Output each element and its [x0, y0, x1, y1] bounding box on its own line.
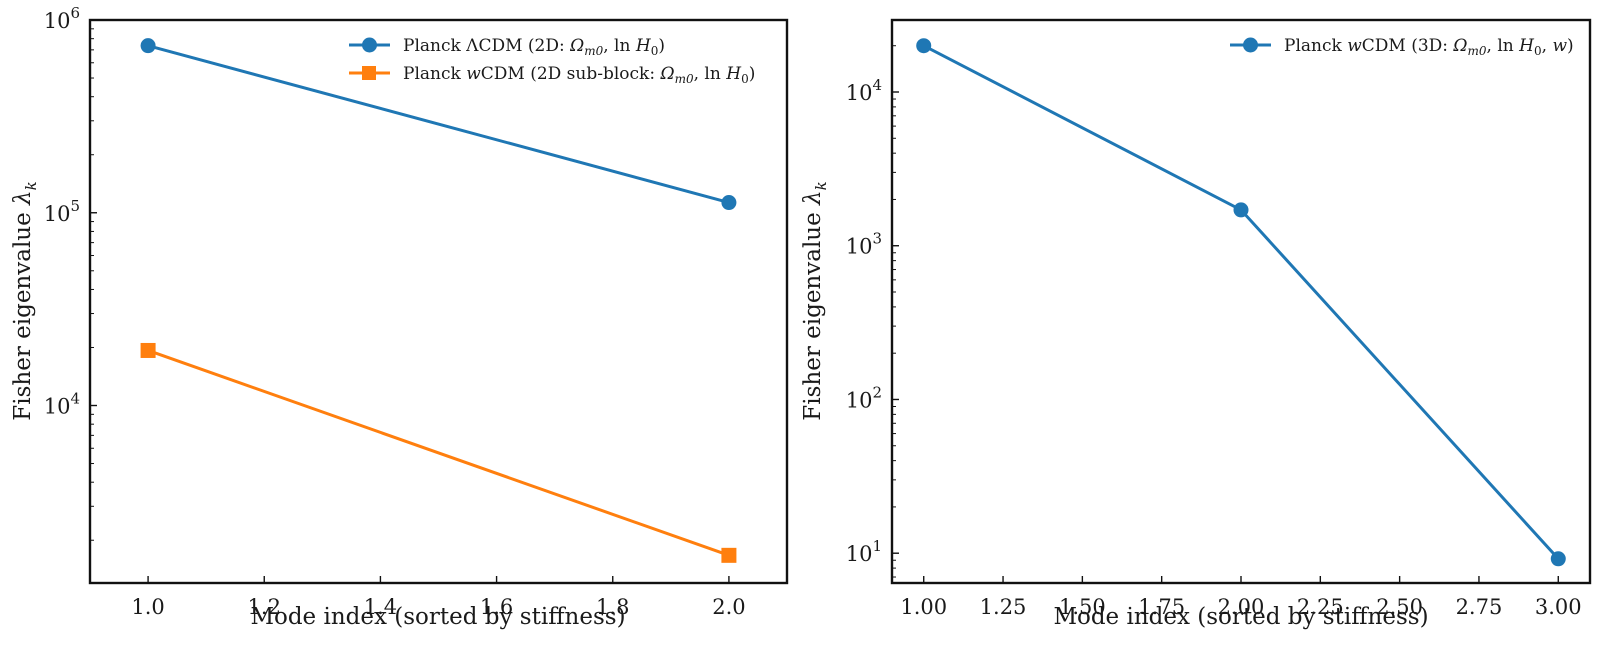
right-x-tick-label: 2.75 — [1456, 595, 1503, 619]
left-series-1-point — [721, 547, 737, 563]
left-x-axis-label: Mode index (sorted by stiffness) — [250, 604, 625, 630]
right-series-0-point — [1233, 202, 1249, 218]
legend-label-wcdm-3d: Planck wCDM (3D: Ωm0, ln H0, w) — [1284, 36, 1574, 58]
right-marks — [916, 38, 1566, 567]
left-panel: 1.0 1.2 1.4 1.6 1.8 2.0 104 105 106 Mode index (… — [10, 4, 789, 630]
left-series-1-point — [140, 342, 156, 358]
legend-label-lcdm: Planck ΛCDM (2D: Ωm0, ln H0) — [403, 36, 665, 58]
right-x-tick-label: 1.00 — [900, 595, 947, 619]
left-series-1-line — [147, 349, 730, 557]
right-series-0-point — [916, 38, 932, 54]
right-axes-frame — [890, 18, 1592, 585]
legend-entry-wcdm-2d: Planck wCDM (2D sub-block: Ωm0, ln H0) — [349, 64, 755, 86]
left-y-tick-label: 106 — [44, 4, 80, 33]
right-ticks: 1.00 1.25 1.50 1.75 2.00 2.25 2.50 2.75 3.00 101 1… — [846, 45, 1582, 619]
right-series-0-line — [923, 44, 1560, 560]
legend-label-wcdm-2d: Planck wCDM (2D sub-block: Ωm0, ln H0) — [403, 64, 755, 86]
left-x-tick-label: 1.8 — [596, 595, 629, 619]
right-x-tick-label: 2.00 — [1218, 595, 1265, 619]
left-x-tick-label: 2.0 — [712, 595, 745, 619]
left-y-axis-label: Fisher eigenvalue λk — [10, 181, 40, 420]
left-y-tick-label: 104 — [44, 390, 80, 419]
left-y-tick-label: 105 — [44, 197, 80, 226]
right-legend: Planck wCDM (3D: Ωm0, ln H0, w) — [1230, 36, 1574, 58]
left-x-tick-label: 1.6 — [480, 595, 513, 619]
right-y-tick-label: 104 — [846, 76, 882, 105]
right-panel: 1.00 1.25 1.50 1.75 2.00 2.25 2.50 2.75 3.00 101 1… — [800, 18, 1592, 630]
legend-entry-wcdm-3d: Planck wCDM (3D: Ωm0, ln H0, w) — [1230, 36, 1574, 58]
right-x-tick-label: 2.50 — [1376, 595, 1423, 619]
left-series-0-point — [140, 38, 156, 54]
right-x-axis-label: Mode index (sorted by stiffness) — [1053, 604, 1428, 630]
legend-marker-circle — [1243, 37, 1258, 53]
right-x-tick-label: 2.25 — [1297, 595, 1344, 619]
left-series-0-line — [147, 44, 730, 204]
legend-marker-square — [362, 66, 376, 80]
left-ticks: 1.0 1.2 1.4 1.6 1.8 2.0 104 105 106 — [44, 4, 746, 619]
right-series-0-point — [1550, 551, 1566, 567]
legend-marker-circle — [362, 37, 377, 53]
right-x-tick-label: 3.00 — [1535, 595, 1582, 619]
right-x-tick-label: 1.75 — [1138, 595, 1185, 619]
right-y-tick-label: 103 — [846, 230, 882, 259]
right-x-tick-label: 1.25 — [980, 595, 1027, 619]
left-x-tick-label: 1.2 — [248, 595, 281, 619]
right-y-tick-label: 102 — [846, 383, 882, 412]
legend-entry-lcdm: Planck ΛCDM (2D: Ωm0, ln H0) — [349, 36, 665, 58]
right-y-tick-label: 101 — [846, 537, 882, 566]
left-series-0-point — [721, 195, 737, 211]
left-legend: Planck ΛCDM (2D: Ωm0, ln H0) Planck wCDM… — [349, 36, 755, 86]
left-axes-frame — [88, 18, 789, 585]
left-marks — [140, 38, 737, 563]
left-x-tick-label: 1.4 — [364, 595, 397, 619]
right-y-axis-label: Fisher eigenvalue λk — [800, 181, 830, 420]
left-x-tick-label: 1.0 — [131, 595, 164, 619]
right-x-tick-label: 1.50 — [1059, 595, 1106, 619]
